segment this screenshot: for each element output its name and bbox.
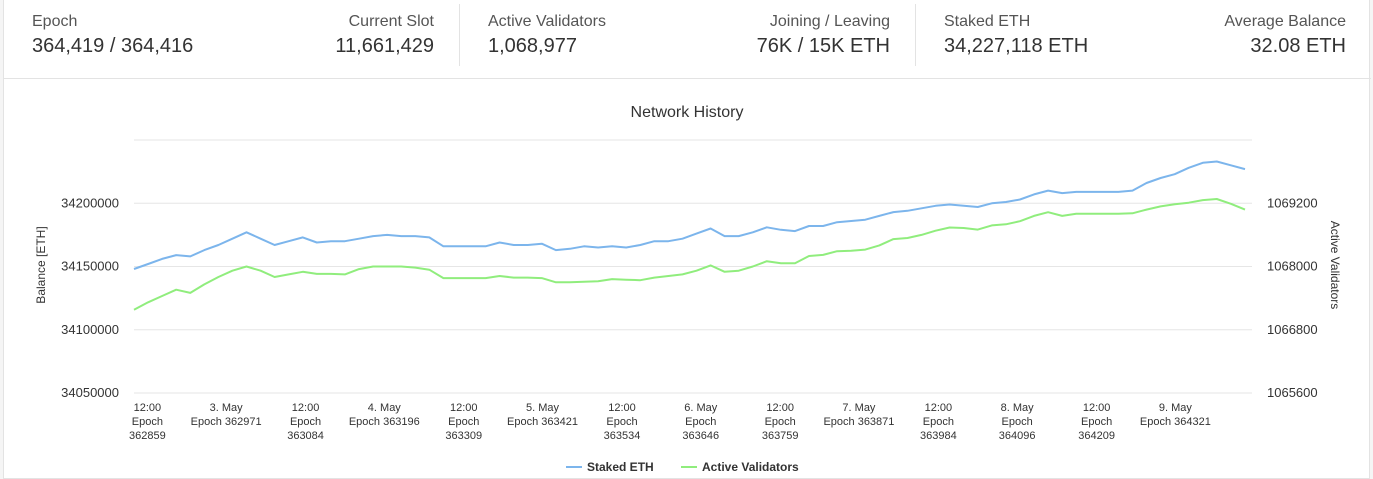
x-tick-label: 364096 xyxy=(999,430,1036,442)
y-tick-label: 34050000 xyxy=(61,385,119,400)
stat-current-slot: Current Slot 11,661,429 xyxy=(335,11,434,78)
x-tick-label: Epoch xyxy=(765,416,796,428)
series-line-staked-eth[interactable] xyxy=(133,160,1246,270)
stat-staked-eth: Staked ETH 34,227,118 ETH xyxy=(944,11,1088,66)
y-axis-title: Balance [ETH] xyxy=(34,226,48,303)
y2-axis-ticks: 1065600 1066800 1068000 1069200 xyxy=(1267,195,1318,400)
x-tick-label: 6. May xyxy=(684,402,718,414)
stat-average-balance: Average Balance 32.08 ETH xyxy=(1224,11,1346,66)
x-tick-label: Epoch xyxy=(923,416,954,428)
y-tick-label: 34100000 xyxy=(61,322,119,337)
series-line-active-validators[interactable] xyxy=(133,198,1246,311)
stat-staked-eth-value: 34,227,118 ETH xyxy=(944,35,1089,57)
x-tick-label: 363759 xyxy=(762,430,799,442)
x-tick-label: 12:00 xyxy=(1083,402,1111,414)
x-tick-label: Epoch xyxy=(290,416,321,428)
x-tick-label: Epoch xyxy=(685,416,716,428)
stat-group-epoch-slot: Epoch 364,419 / 364,416 Current Slot 11,… xyxy=(4,0,459,78)
chart-grid xyxy=(134,139,1252,394)
y2-tick-label: 1068000 xyxy=(1267,259,1318,274)
stat-epoch-value: 364,419 / 364,416 xyxy=(32,35,194,57)
x-tick-label: 12:00 xyxy=(766,402,794,414)
stat-average-balance-value: 32.08 ETH xyxy=(1250,35,1346,57)
stat-group-validators: Active Validators 1,068,977 Joining / Le… xyxy=(459,4,915,66)
chart-legend: Staked ETH Active Validators xyxy=(566,460,799,474)
x-tick-label: 363984 xyxy=(920,430,957,442)
x-tick-label: 363534 xyxy=(604,430,641,442)
x-tick-label: 7. May xyxy=(842,402,876,414)
stat-epoch: Epoch 364,419 / 364,416 xyxy=(32,11,193,78)
x-tick-label: Epoch 362971 xyxy=(191,416,262,428)
stat-average-balance-label: Average Balance xyxy=(1224,13,1346,30)
stat-active-validators: Active Validators 1,068,977 xyxy=(488,11,606,66)
x-tick-label: 4. May xyxy=(368,402,402,414)
x-tick-label: 9. May xyxy=(1159,402,1193,414)
stat-joining-leaving: Joining / Leaving 76K / 15K ETH xyxy=(757,11,890,66)
x-tick-label: 362859 xyxy=(129,430,166,442)
stat-active-validators-label: Active Validators xyxy=(488,13,606,30)
stats-bar: Epoch 364,419 / 364,416 Current Slot 11,… xyxy=(4,0,1371,79)
x-axis-ticks: 12:00 Epoch 362859 3. May Epoch 362971 12:00 E… xyxy=(129,402,1211,442)
legend-label-staked-eth: Staked ETH xyxy=(587,460,654,474)
y2-tick-label: 1065600 xyxy=(1267,385,1318,400)
stat-staked-eth-label: Staked ETH xyxy=(944,13,1031,30)
y2-tick-label: 1066800 xyxy=(1267,322,1318,337)
stat-current-slot-label: Current Slot xyxy=(348,13,434,30)
x-tick-label: 12:00 xyxy=(134,402,162,414)
x-tick-label: Epoch 363871 xyxy=(823,416,894,428)
x-tick-label: Epoch 363421 xyxy=(507,416,578,428)
stat-group-balance: Staked ETH 34,227,118 ETH Average Balanc… xyxy=(915,4,1371,66)
x-tick-label: Epoch xyxy=(1002,416,1033,428)
x-tick-label: 363646 xyxy=(682,430,719,442)
y-tick-label: 34150000 xyxy=(61,259,119,274)
stat-joining-leaving-value: 76K / 15K ETH xyxy=(756,35,890,57)
x-tick-label: 363309 xyxy=(445,430,482,442)
x-tick-label: 12:00 xyxy=(925,402,953,414)
y-tick-label: 34200000 xyxy=(61,195,119,210)
chart-series xyxy=(133,160,1246,311)
y-axis-ticks: 34050000 34100000 34150000 34200000 xyxy=(61,195,119,400)
y2-tick-label: 1069200 xyxy=(1267,195,1318,210)
x-tick-label: 8. May xyxy=(1001,402,1035,414)
x-tick-label: 12:00 xyxy=(608,402,636,414)
x-tick-label: 364209 xyxy=(1078,430,1115,442)
x-tick-label: 12:00 xyxy=(450,402,478,414)
chart-title: Network History xyxy=(631,104,744,121)
stat-joining-leaving-label: Joining / Leaving xyxy=(769,13,890,30)
x-tick-label: Epoch 363196 xyxy=(349,416,420,428)
x-tick-label: 363084 xyxy=(287,430,324,442)
legend-item-staked-eth[interactable]: Staked ETH xyxy=(566,460,654,474)
x-tick-label: 12:00 xyxy=(292,402,320,414)
y2-axis-title: Active Validators xyxy=(1328,221,1342,309)
x-tick-label: 3. May xyxy=(210,402,244,414)
legend-item-active-validators[interactable]: Active Validators xyxy=(681,460,799,474)
x-tick-label: Epoch xyxy=(448,416,479,428)
legend-label-active-validators: Active Validators xyxy=(702,460,799,474)
x-tick-label: Epoch xyxy=(132,416,163,428)
x-tick-label: Epoch 364321 xyxy=(1140,416,1211,428)
stat-active-validators-value: 1,068,977 xyxy=(488,35,577,57)
x-tick-label: Epoch xyxy=(1081,416,1112,428)
stat-current-slot-value: 11,661,429 xyxy=(335,35,434,57)
stat-epoch-label: Epoch xyxy=(32,13,78,30)
x-tick-label: 5. May xyxy=(526,402,560,414)
x-tick-label: Epoch xyxy=(606,416,637,428)
